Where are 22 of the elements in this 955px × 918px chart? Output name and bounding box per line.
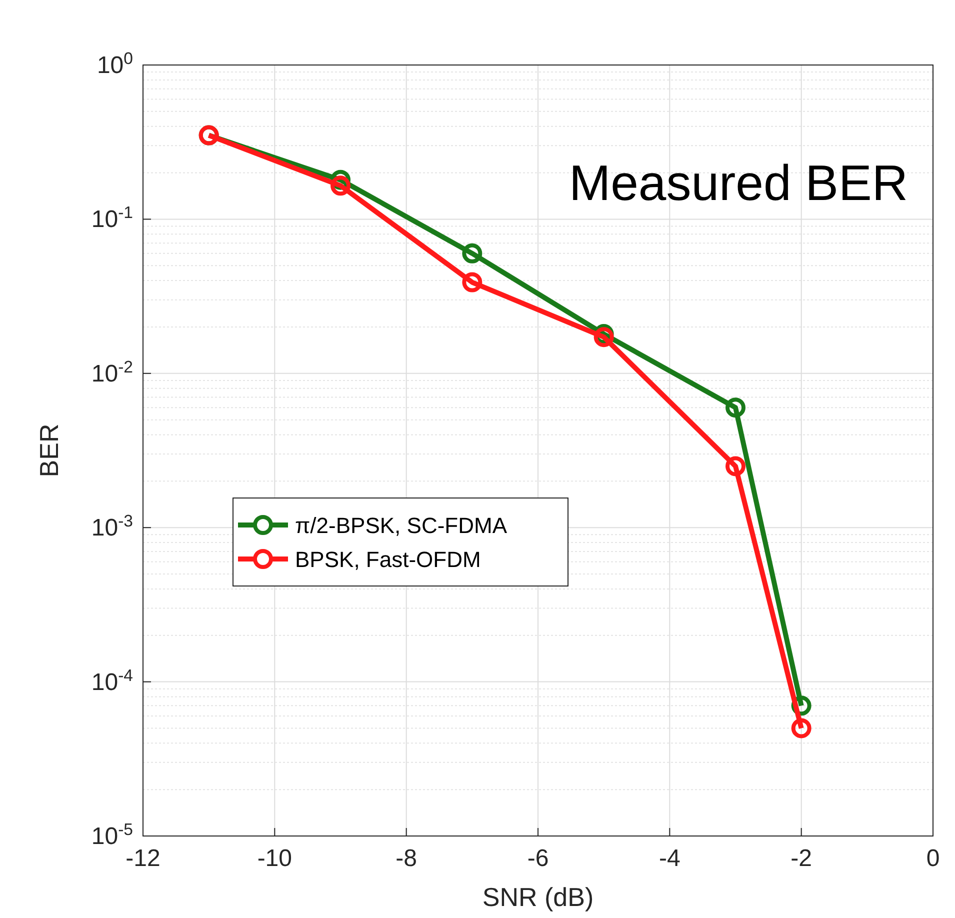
legend-label: π/2-BPSK, SC-FDMA — [295, 513, 508, 538]
point — [726, 398, 746, 418]
y-tick-label: 10$^{0}$ — [96, 48, 133, 79]
point — [462, 272, 482, 292]
annotation: Measured BER — [568, 155, 908, 211]
x-tick-label: -2 — [790, 845, 812, 872]
y-tick-label: 10$^{-2}$ — [91, 356, 133, 388]
x-tick-label: 0 — [926, 845, 940, 872]
y-tick-label: 10$^{-4}$ — [91, 665, 133, 696]
point — [791, 718, 812, 738]
y-axis-title: BER — [34, 424, 64, 478]
x-axis-title: SNR (dB) — [482, 882, 594, 912]
x-tick-label: -10 — [257, 845, 292, 872]
point — [726, 456, 746, 476]
y-tick-label: 10$^{-3}$ — [91, 511, 133, 542]
legend-label: BPSK, Fast-OFDM — [295, 547, 481, 572]
y-tick-label: 10$^{-1}$ — [91, 202, 133, 234]
x-tick-label: -4 — [658, 845, 680, 872]
x-tick-label: -6 — [527, 845, 549, 872]
x-tick-label: -8 — [396, 845, 418, 872]
point — [462, 243, 482, 264]
point — [330, 176, 350, 196]
